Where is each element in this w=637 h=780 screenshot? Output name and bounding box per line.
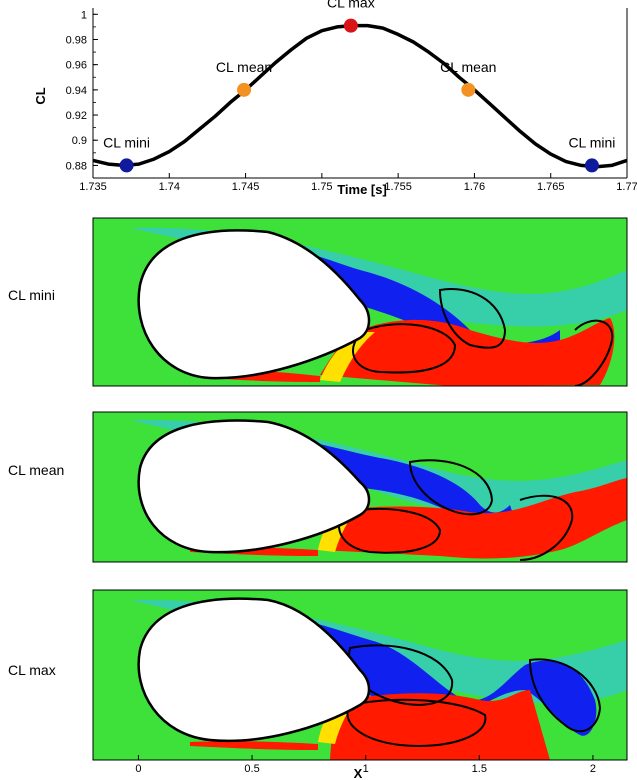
- y-tick-label: 0.94: [66, 85, 87, 97]
- marker-label: CL mean: [440, 59, 496, 75]
- contour-x-tick-label: 0.5: [244, 763, 259, 775]
- x-tick-label: 1.75: [311, 181, 332, 193]
- vortex-contour-2: [338, 508, 442, 554]
- marker-label: CL mini: [103, 134, 150, 150]
- panel-frame: [92, 589, 628, 761]
- vortex-contour-3: [528, 658, 602, 733]
- contour-x-axis-title: X: [354, 766, 363, 780]
- y-tick-label: 0.88: [66, 160, 87, 172]
- contour-x-tick-label: 0: [135, 763, 141, 775]
- vortex-contour-3: [519, 494, 574, 561]
- x-ticks: 1.735 1.74 1.745 1.75 1.755 1.76 1.765 1.77: [79, 173, 637, 193]
- y-tick-label: 1: [81, 9, 87, 21]
- cl-markers: CL mini CL mean CL max CL mean CL mini: [103, 0, 615, 173]
- panel-label-mini: CL mini: [8, 287, 55, 303]
- positive-vortex: [320, 478, 627, 559]
- x-tick-label: 1.77: [616, 181, 637, 193]
- vortex-edge: [320, 332, 375, 382]
- x-tick-label: 1.735: [79, 181, 107, 193]
- marker-point: [237, 82, 252, 97]
- vortex-contour-1: [408, 459, 494, 516]
- panel-frame: [92, 217, 628, 387]
- marker-label: CL mini: [568, 134, 615, 150]
- x-tick-label: 1.755: [384, 181, 412, 193]
- panel-frame: [92, 411, 628, 563]
- y-tick-label: 0.9: [72, 135, 87, 147]
- contour-x-tick-label: 1.5: [472, 763, 487, 775]
- panel-label-max: CL max: [8, 662, 56, 678]
- panel-label-mean: CL mean: [8, 462, 64, 478]
- vortex-contour-2: [352, 323, 457, 374]
- contour-x-ticks: 0 0.5 1 1.5 2: [135, 755, 596, 775]
- y-tick-label: 0.96: [66, 60, 87, 72]
- contour-x-tick-label: 1: [363, 763, 369, 775]
- cl-series-line: [92, 23, 628, 169]
- vortex-contour-3: [574, 319, 614, 386]
- contour-x-tick-label: 2: [590, 763, 596, 775]
- marker-point: [584, 158, 599, 173]
- contour-panel-max: [92, 589, 628, 761]
- surface-layer: [190, 741, 318, 750]
- x-tick-label: 1.76: [464, 181, 485, 193]
- y-tick-label: 0.98: [66, 34, 87, 46]
- y-tick-label: 0.92: [66, 110, 87, 122]
- bluff-body: [137, 229, 371, 380]
- contour-panel-mean: [92, 411, 628, 563]
- x-axis-title: Time [s]: [337, 182, 387, 197]
- marker-label: CL max: [327, 0, 375, 11]
- marker-point: [119, 158, 134, 173]
- contour-panel-mini: [92, 217, 628, 387]
- cl-time-chart: 1.735 1.74 1.745 1.75 1.755 1.76 1.765 1.77 0.8…: [33, 0, 637, 197]
- bluff-body: [137, 419, 371, 554]
- bluff-body: [137, 597, 371, 743]
- positive-vortex: [320, 318, 615, 386]
- marker-point: [461, 82, 476, 97]
- x-tick-label: 1.765: [537, 181, 565, 193]
- y-ticks: 0.88 0.9 0.92 0.94 0.96 0.98 1: [66, 9, 98, 179]
- marker-label: CL mean: [216, 59, 272, 75]
- x-tick-label: 1.745: [232, 181, 260, 193]
- marker-point: [343, 18, 358, 33]
- x-tick-label: 1.74: [159, 181, 180, 193]
- y-axis-title: CL: [33, 87, 48, 104]
- vortex-contour-1: [438, 288, 507, 349]
- vortex-contour-2: [346, 698, 487, 747]
